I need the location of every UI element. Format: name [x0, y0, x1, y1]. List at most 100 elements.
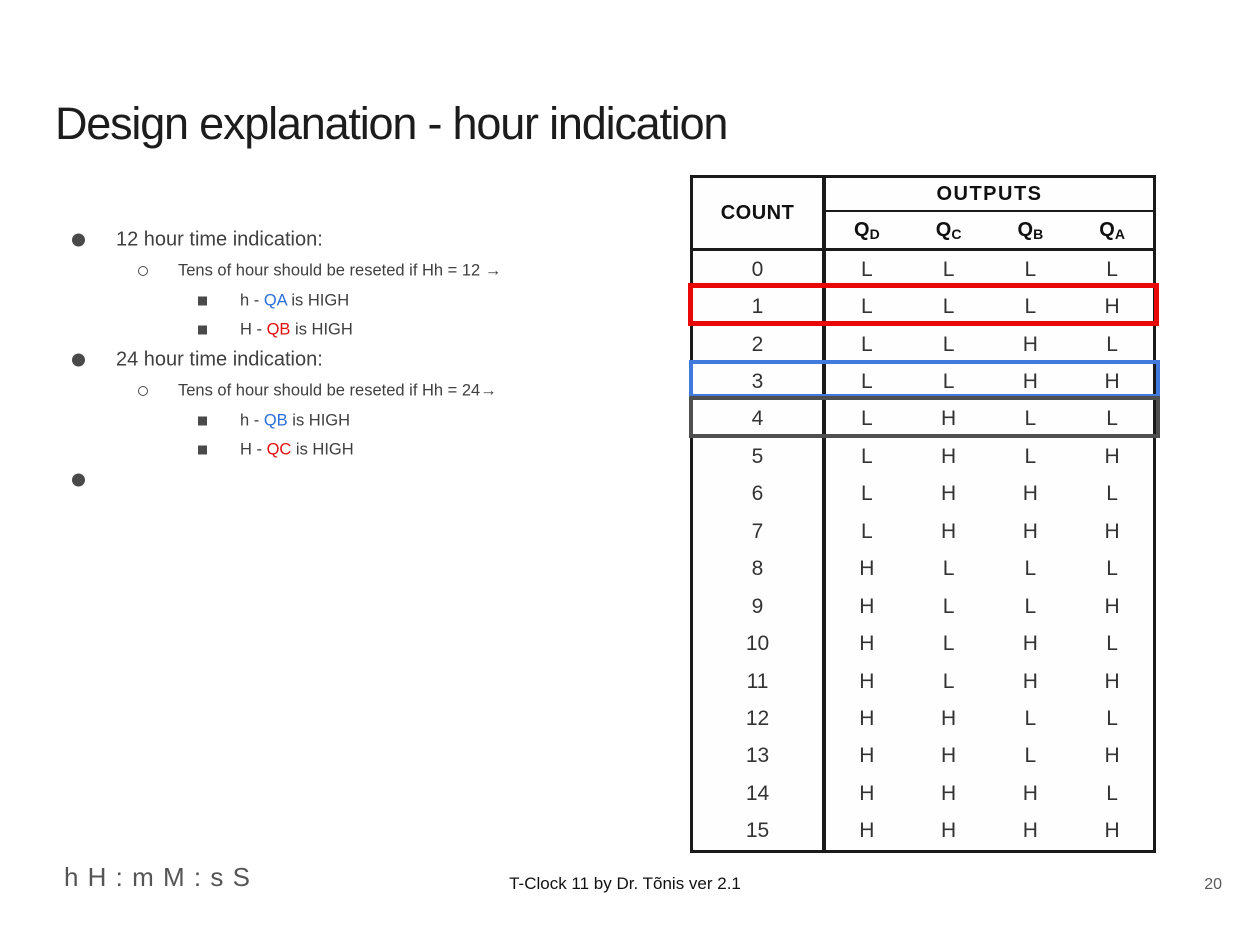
count-cell: 1 [693, 288, 826, 326]
q-label: Q [854, 218, 870, 241]
bullet-text: h - QB is HIGH [240, 411, 350, 430]
text-run: is HIGH [291, 440, 354, 458]
count-cell: 10 [693, 625, 826, 663]
signal-name-qb: QB [263, 411, 288, 429]
bullet-text: 24 hour time indication: [116, 348, 323, 371]
bullet-line-24hour: 24 hour time indication: [60, 344, 690, 376]
count-cell: 13 [693, 737, 826, 776]
table-row: 6 L H H L [693, 475, 1153, 514]
output-cell: H [1104, 370, 1120, 394]
output-cell: H [1022, 332, 1038, 356]
bullet-line-reset-12: Tens of hour should be reseted if Hh = 1… [60, 256, 690, 286]
output-cell: H [859, 819, 875, 843]
output-cell: L [1024, 744, 1037, 768]
output-cell: H [859, 781, 875, 805]
output-cell: L [1024, 706, 1037, 730]
count-cell: 8 [693, 550, 826, 588]
output-cell: H [859, 594, 875, 618]
count-cell: 5 [693, 438, 826, 476]
output-cell: L [861, 407, 873, 431]
bullet-line-12hour: 12 hour time indication: [60, 224, 690, 256]
output-cell: H [941, 407, 957, 431]
count-cell: 14 [693, 775, 826, 813]
table-row: 5 L H L H [693, 438, 1153, 476]
table-row: 13 H H L H [693, 737, 1153, 776]
output-cell: L [942, 257, 955, 281]
text-run: is HIGH [290, 320, 353, 338]
q-subscript: C [951, 225, 962, 242]
output-cell: L [861, 370, 873, 394]
output-cell: H [1104, 295, 1120, 319]
table-row: 2 L L H L [693, 325, 1153, 364]
bullet-line-qb-high: H - QB is HIGH [60, 315, 690, 344]
table-row: 10 H L H L [693, 625, 1153, 663]
output-cell: L [1024, 257, 1037, 281]
output-cell: H [1022, 669, 1038, 693]
bullet-text: H - QB is HIGH [240, 320, 353, 339]
output-cell: L [942, 632, 955, 656]
output-cell: L [1106, 407, 1118, 431]
bullet-text: Tens of hour should be reseted if Hh = 2… [178, 381, 497, 400]
table-row: 1 L L L H [693, 288, 1153, 326]
output-cell: H [941, 781, 957, 805]
output-cell: L [1106, 706, 1118, 730]
output-cell: H [1104, 669, 1120, 693]
output-cell: H [1104, 744, 1120, 768]
table-row: 15 H H H H [693, 812, 1153, 850]
output-cell: H [1022, 632, 1038, 656]
q-label: Q [935, 218, 952, 241]
output-cell: H [1022, 519, 1038, 543]
text-run: H - [240, 440, 267, 458]
text-run: h - [240, 411, 264, 429]
bullet-filled-circle-icon [72, 233, 85, 247]
bullet-line-empty [60, 464, 690, 496]
output-cell: H [859, 706, 875, 730]
count-cell: 6 [693, 475, 826, 514]
bullet-filled-circle-icon [72, 353, 85, 367]
count-cell: 9 [693, 587, 826, 626]
bullet-line-reset-24: Tens of hour should be reseted if Hh = 2… [60, 376, 690, 406]
footer-time-format-label: h H : m M : s S [64, 862, 251, 892]
output-cell: L [942, 332, 955, 356]
output-cell: H [1104, 819, 1120, 843]
output-cell: L [1024, 444, 1037, 468]
output-cell: L [1024, 594, 1037, 618]
output-cell: H [941, 482, 957, 506]
output-cell: H [859, 632, 875, 656]
count-cell: 0 [693, 251, 826, 289]
output-cell: L [1024, 407, 1037, 431]
text-run: h - [240, 291, 264, 309]
output-cell: L [861, 444, 873, 468]
text-run: is HIGH [286, 291, 350, 309]
output-cell: H [941, 519, 957, 543]
count-column-header: COUNT [693, 178, 826, 248]
count-cell: 2 [693, 325, 826, 364]
output-cell: H [1022, 370, 1038, 394]
output-cell: H [859, 744, 875, 768]
output-cell: H [1022, 819, 1038, 843]
output-cell: L [1106, 632, 1118, 656]
output-cell: H [1104, 594, 1120, 618]
output-cell: L [942, 557, 955, 581]
output-cell: L [861, 332, 873, 356]
output-cell: H [941, 744, 957, 768]
q-label: Q [1017, 218, 1034, 241]
output-cell: L [861, 295, 873, 319]
count-cell: 15 [693, 812, 826, 850]
text-run: is HIGH [287, 411, 351, 429]
table-row: 8 H L L L [693, 550, 1153, 588]
bullet-open-circle-icon [138, 266, 148, 276]
count-cell: 7 [693, 513, 826, 551]
table-row: 3 L L H H [693, 363, 1153, 401]
output-cell: H [1022, 781, 1038, 805]
output-cell: H [1022, 482, 1038, 506]
table-row: 0 L L L L [693, 251, 1153, 289]
text-run: H - [240, 320, 267, 338]
q-label: Q [1099, 218, 1115, 241]
bullet-square-icon [198, 325, 207, 334]
output-cell: L [861, 519, 873, 543]
bullet-line-qc-high: H - QC is HIGH [60, 435, 690, 464]
output-cell: L [1106, 781, 1118, 805]
